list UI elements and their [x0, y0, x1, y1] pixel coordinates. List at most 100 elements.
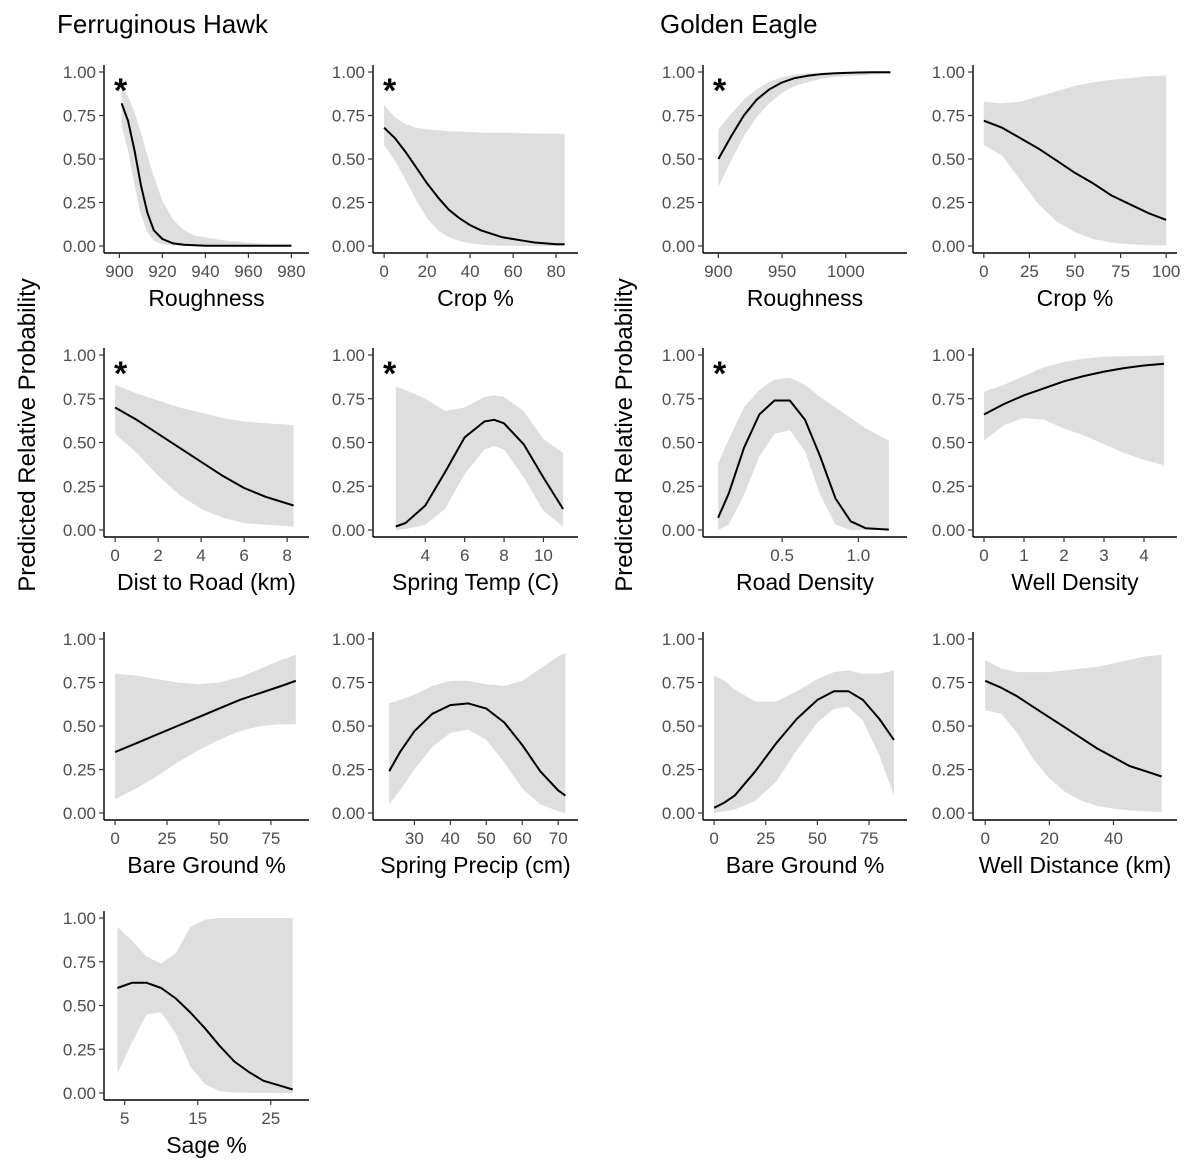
significance-marker: * — [383, 355, 397, 393]
y-tick-label: 0.00 — [662, 521, 695, 540]
x-tick-label: 900 — [105, 262, 133, 281]
y-axis-label-right: Predicted Relative Probability — [611, 278, 638, 592]
predicted-line — [114, 406, 294, 507]
x-tick-label: 20 — [418, 262, 437, 281]
significance-marker: * — [114, 355, 128, 393]
x-tick-label: 25 — [158, 829, 177, 848]
x-axis-label: Crop % — [1037, 285, 1114, 311]
y-tick-label: 0.75 — [662, 107, 695, 126]
x-tick-label: 900 — [704, 262, 732, 281]
y-tick-label: 0.50 — [662, 434, 695, 453]
x-axis-label: Roughness — [148, 285, 264, 311]
y-tick-label: 0.00 — [63, 1084, 96, 1103]
x-tick-label: 75 — [860, 829, 879, 848]
x-tick-label: 50 — [477, 829, 496, 848]
confidence-band — [384, 105, 565, 246]
x-tick-label: 80 — [547, 262, 566, 281]
x-tick-label: 4 — [196, 546, 205, 565]
x-tick-label: 8 — [499, 546, 508, 565]
predicted-line — [383, 126, 565, 246]
x-tick-label: 0.5 — [770, 546, 794, 565]
y-tick-label: 0.75 — [932, 390, 965, 409]
predicted-line — [713, 690, 895, 809]
x-axis-label: Spring Temp (C) — [392, 569, 559, 595]
y-tick-label: 0.50 — [63, 150, 96, 169]
predicted-line — [114, 679, 297, 754]
panel-golden-eagle-crop: 0.00 0.25 0.50 0.75 1.00 0 25 50 75 100 Crop % — [932, 63, 1180, 311]
confidence-band — [115, 654, 296, 800]
y-tick-label: 0.00 — [332, 237, 365, 256]
y-tick-label: 0.50 — [662, 150, 695, 169]
x-tick-label: 30 — [405, 829, 424, 848]
x-tick-label: 100 — [1152, 262, 1180, 281]
y-tick-label: 0.00 — [63, 804, 96, 823]
y-tick-label: 0.75 — [662, 674, 695, 693]
y-tick-label: 1.00 — [332, 63, 365, 82]
y-tick-label: 0.25 — [63, 194, 96, 213]
group-title-ferruginous-hawk: Ferruginous Hawk — [57, 9, 269, 39]
y-tick-label: 0.75 — [332, 390, 365, 409]
x-tick-label: 50 — [1066, 262, 1085, 281]
x-tick-label: 2 — [153, 546, 162, 565]
y-tick-label: 1.00 — [63, 63, 96, 82]
confidence-band — [121, 84, 292, 246]
x-tick-label: 4 — [421, 546, 430, 565]
x-tick-label: 40 — [1104, 829, 1123, 848]
x-axis-label: Crop % — [437, 285, 514, 311]
panel-ferruginous-hawk-crop: 0.00 0.25 0.50 0.75 1.00 0 20 40 60 80 Crop % * — [332, 63, 578, 311]
panel-ferruginous-hawk-dist-to-road-km: 0.00 0.25 0.50 0.75 1.00 0 2 4 6 8 Dist to Road (k… — [63, 346, 309, 595]
y-tick-label: 0.50 — [63, 717, 96, 736]
panel-golden-eagle-well-distance-km: 0.00 0.25 0.50 0.75 1.00 0 20 40 Well Distance (… — [932, 630, 1177, 878]
y-tick-label: 0.00 — [332, 804, 365, 823]
x-tick-label: 40 — [461, 262, 480, 281]
x-tick-label: 960 — [234, 262, 262, 281]
x-tick-label: 2 — [1059, 546, 1068, 565]
x-tick-label: 980 — [277, 262, 305, 281]
x-tick-label: 40 — [441, 829, 460, 848]
x-axis-label: Bare Ground % — [127, 852, 286, 878]
panel-ferruginous-hawk-spring-precip-cm: 0.00 0.25 0.50 0.75 1.00 30 40 50 60 70 Spring Pre… — [332, 630, 578, 878]
x-tick-label: 70 — [549, 829, 568, 848]
panel-ferruginous-hawk-bare-ground: 0.00 0.25 0.50 0.75 1.00 0 25 50 75 Bare Ground % — [63, 630, 309, 878]
panel-ferruginous-hawk-sage: 0.00 0.25 0.50 0.75 1.00 5 15 25 Sage % — [63, 909, 309, 1158]
x-tick-label: 10 — [534, 546, 553, 565]
x-tick-label: 60 — [504, 262, 523, 281]
y-tick-label: 1.00 — [662, 346, 695, 365]
y-tick-label: 0.00 — [932, 237, 965, 256]
panel-golden-eagle-bare-ground: 0.00 0.25 0.50 0.75 1.00 0 25 50 75 Bare Ground % — [662, 630, 907, 878]
x-axis-label: Well Density — [1011, 569, 1139, 595]
group-title-golden-eagle: Golden Eagle — [660, 9, 818, 39]
panel-golden-eagle-road-density: 0.00 0.25 0.50 0.75 1.00 0.5 1.0 Road Density * — [662, 346, 907, 595]
y-tick-label: 0.00 — [63, 521, 96, 540]
x-tick-label: 50 — [210, 829, 229, 848]
x-tick-label: 1.0 — [847, 546, 871, 565]
x-axis-label: Roughness — [747, 285, 863, 311]
y-tick-label: 1.00 — [63, 909, 96, 928]
x-tick-label: 0 — [980, 829, 989, 848]
x-axis-label: Dist to Road (km) — [117, 569, 296, 595]
y-tick-label: 0.00 — [332, 521, 365, 540]
x-tick-label: 5 — [120, 1109, 129, 1128]
y-tick-label: 0.25 — [662, 194, 695, 213]
y-tick-label: 0.75 — [932, 674, 965, 693]
x-tick-label: 75 — [261, 829, 280, 848]
y-tick-label: 0.25 — [932, 477, 965, 496]
x-tick-label: 6 — [460, 546, 469, 565]
y-tick-label: 0.50 — [63, 434, 96, 453]
y-tick-label: 0.25 — [932, 761, 965, 780]
y-tick-label: 1.00 — [63, 346, 96, 365]
x-tick-label: 15 — [188, 1109, 207, 1128]
x-tick-label: 50 — [808, 829, 827, 848]
y-tick-label: 0.75 — [662, 390, 695, 409]
predicted-line — [395, 418, 564, 528]
y-tick-label: 0.25 — [63, 477, 96, 496]
significance-marker: * — [713, 72, 727, 110]
x-tick-label: 0 — [110, 546, 119, 565]
y-tick-label: 0.50 — [332, 150, 365, 169]
y-tick-label: 0.25 — [63, 1040, 96, 1059]
y-tick-label: 0.25 — [63, 761, 96, 780]
confidence-band — [117, 918, 293, 1093]
confidence-band — [718, 377, 889, 530]
